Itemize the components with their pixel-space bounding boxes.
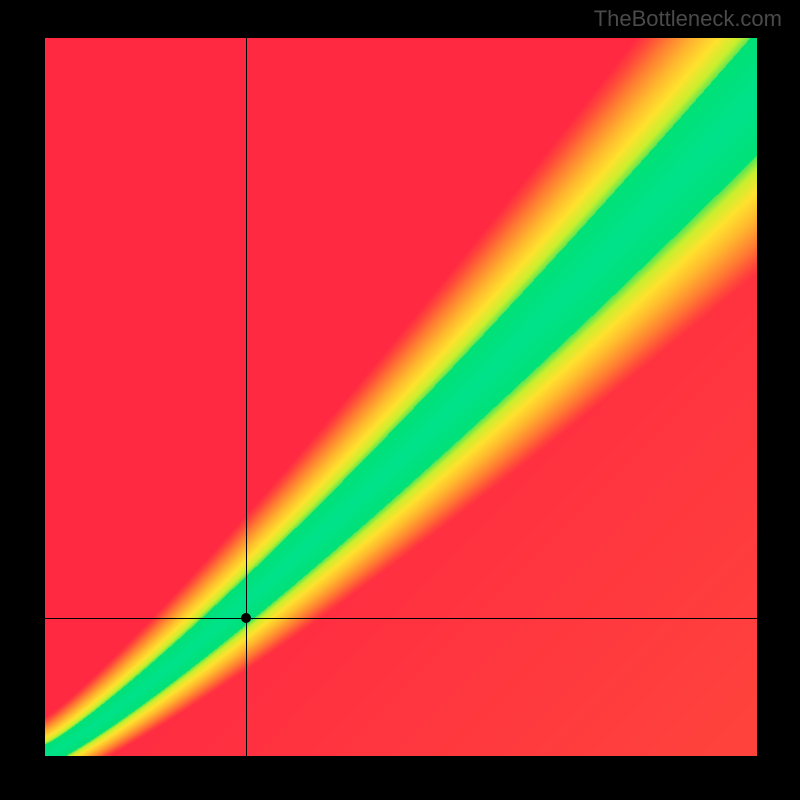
watermark-text: TheBottleneck.com [594, 6, 782, 32]
crosshair-horizontal [45, 618, 757, 619]
bottleneck-heatmap [45, 38, 757, 756]
plot-area [45, 38, 757, 756]
crosshair-vertical [246, 38, 247, 756]
selection-marker [241, 613, 251, 623]
